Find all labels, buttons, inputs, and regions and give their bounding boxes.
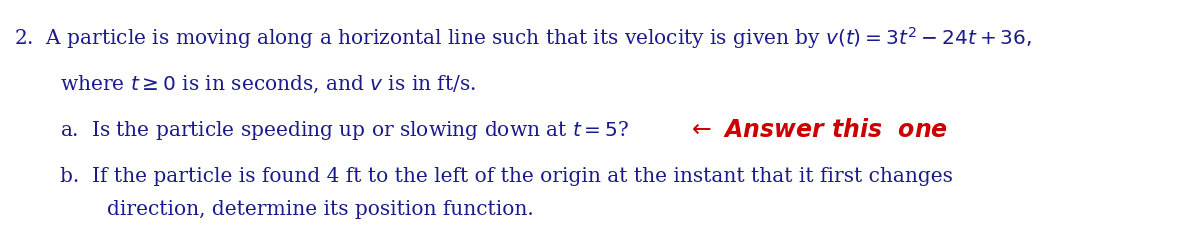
Text: where $t \geq 0$ is in seconds, and $v$ is in ft/s.: where $t \geq 0$ is in seconds, and $v$ … <box>60 73 475 94</box>
Text: direction, determine its position function.: direction, determine its position functi… <box>107 200 534 219</box>
Text: $\leftarrow$ Answer this  one: $\leftarrow$ Answer this one <box>687 118 948 142</box>
Text: a.  Is the particle speeding up or slowing down at $t = 5$?: a. Is the particle speeding up or slowin… <box>60 119 629 142</box>
Text: 2.  A particle is moving along a horizontal line such that its velocity is given: 2. A particle is moving along a horizont… <box>14 25 1033 51</box>
Text: b.  If the particle is found 4 ft to the left of the origin at the instant that : b. If the particle is found 4 ft to the … <box>60 167 953 186</box>
